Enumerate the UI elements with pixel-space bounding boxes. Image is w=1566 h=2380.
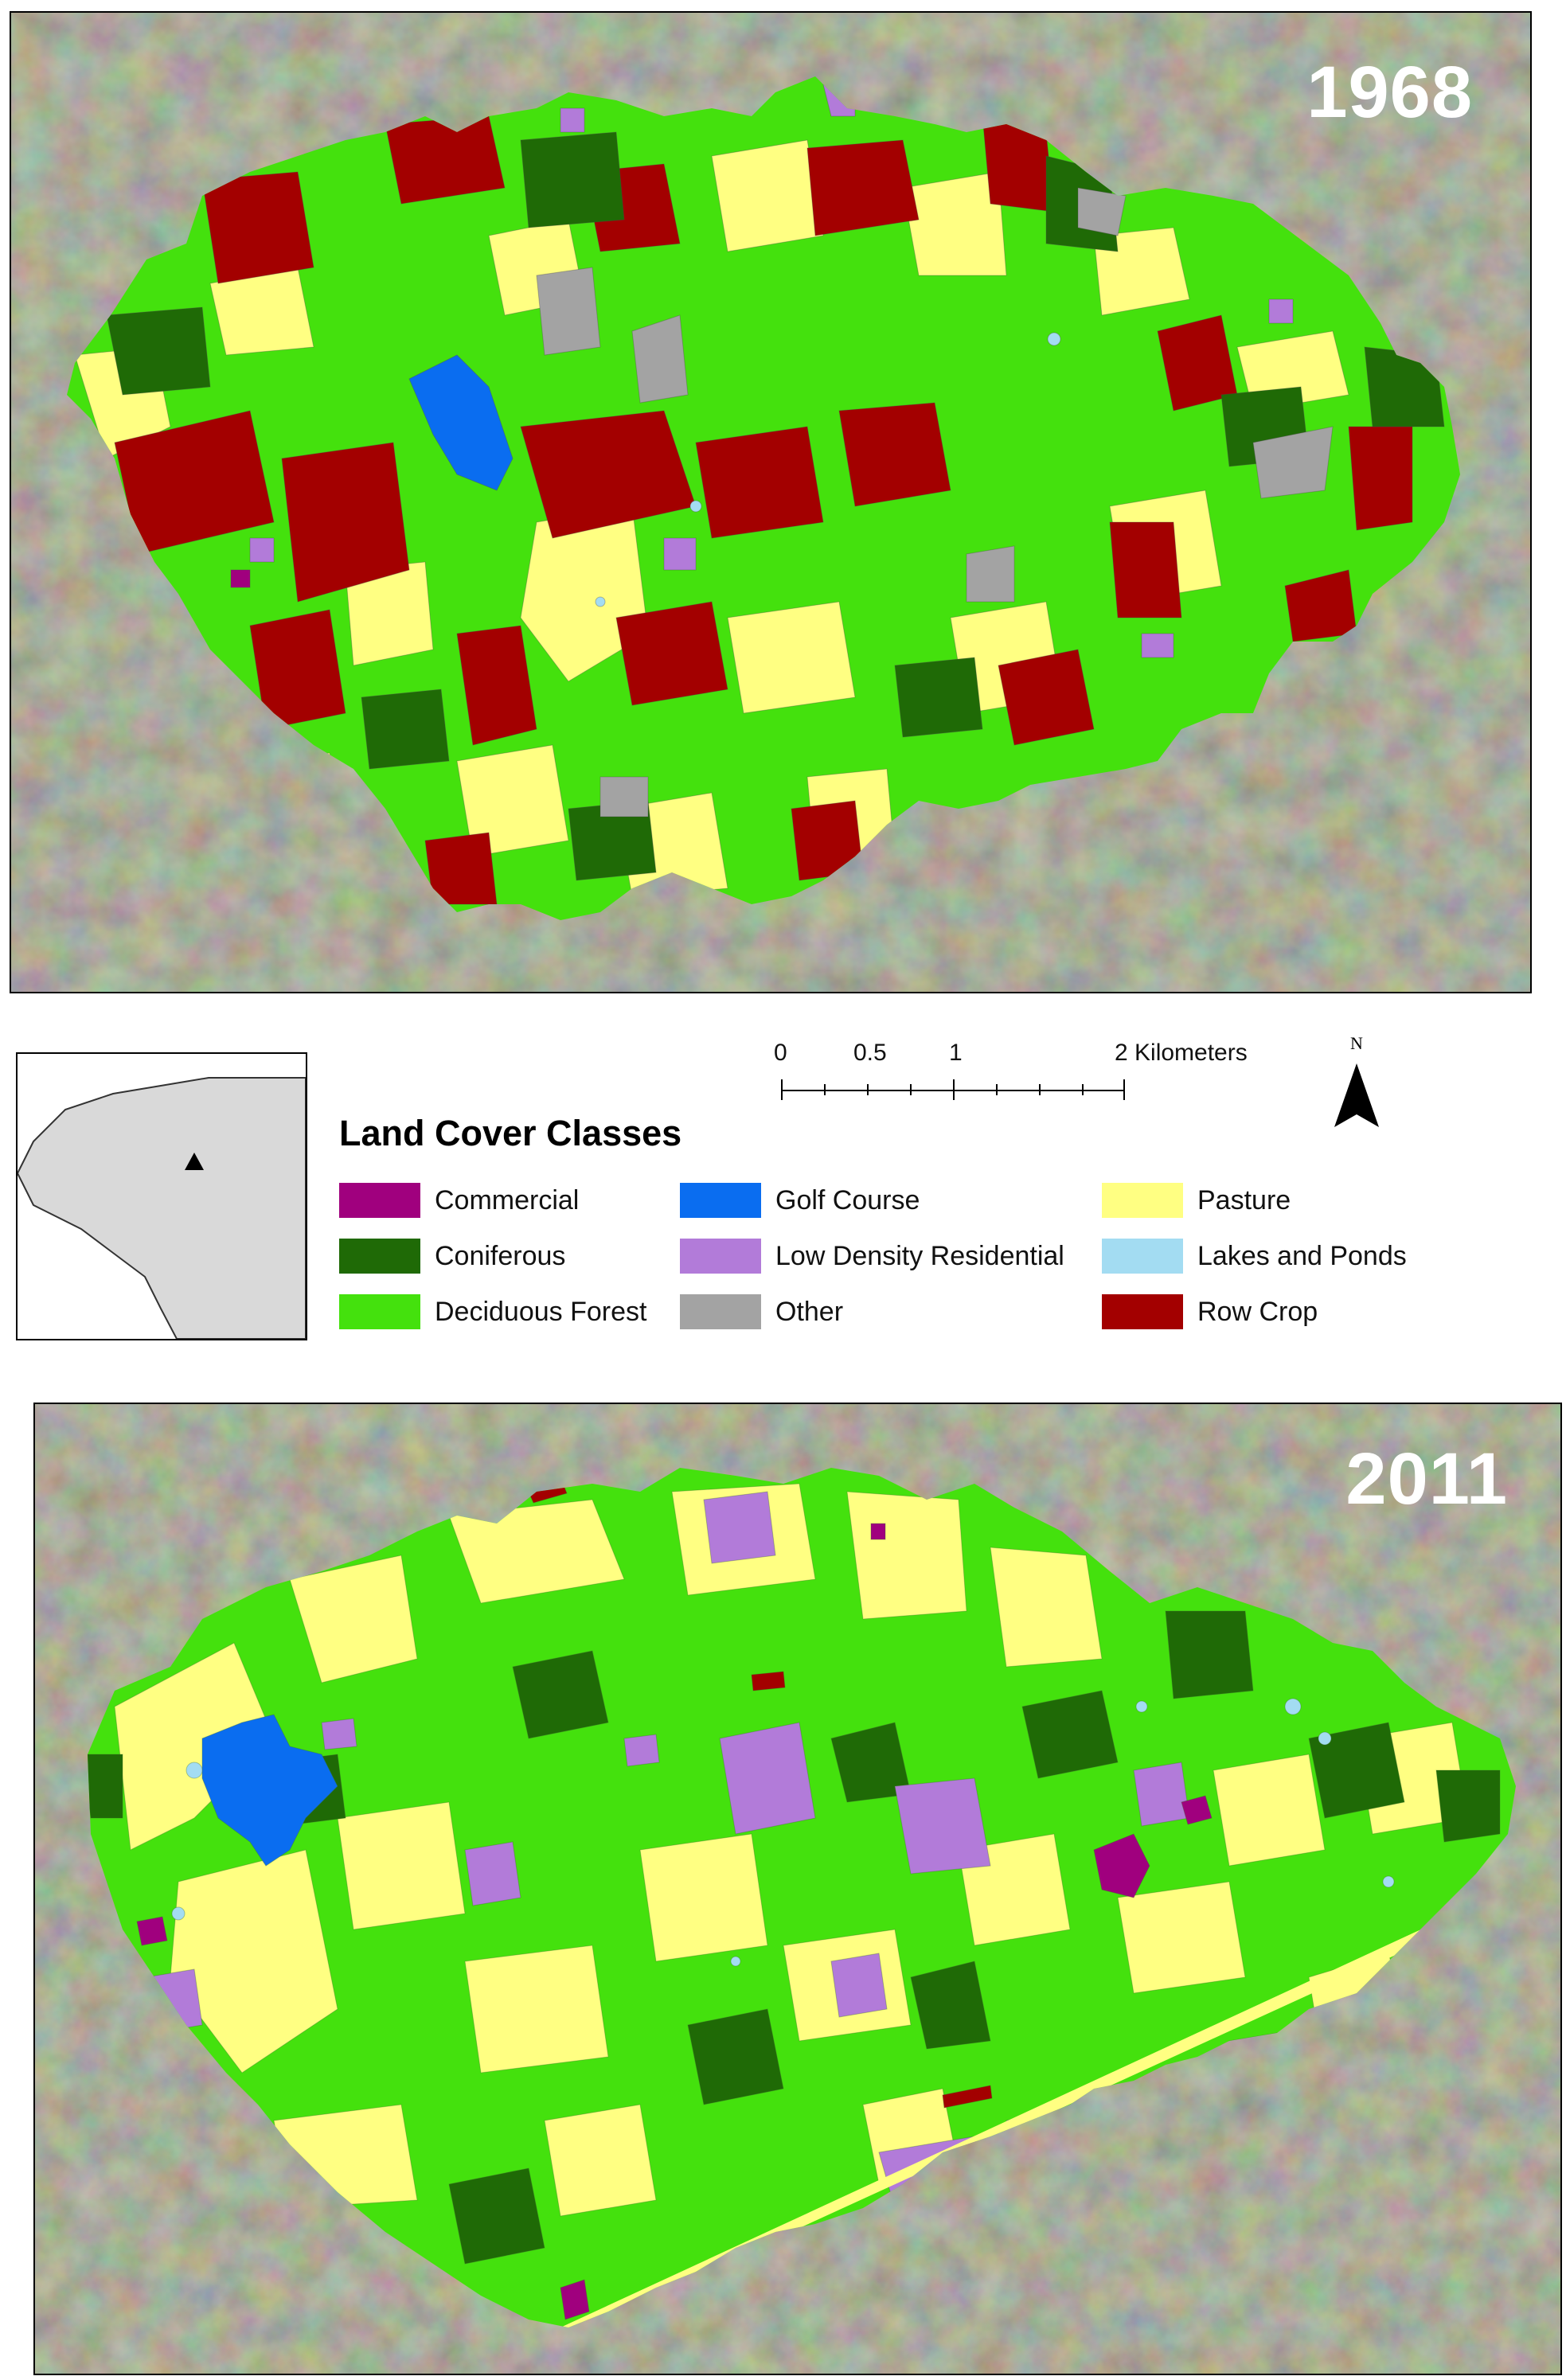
legend-label: Low Density Residential	[775, 1240, 1064, 1271]
legend-swatch	[339, 1294, 420, 1329]
map-1968: 1968	[10, 11, 1532, 993]
legend-swatch	[680, 1183, 761, 1218]
scale-tick-label: 0.5	[853, 1040, 887, 1066]
locator-map-canvas	[18, 1077, 306, 1339]
legend-title: Land Cover Classes	[339, 1113, 682, 1153]
legend-swatch	[1102, 1294, 1183, 1329]
legend-item-pasture: Pasture	[1102, 1183, 1291, 1218]
map-year-label: 1968	[1306, 52, 1473, 133]
legend-item-golf-course: Golf Course	[680, 1183, 920, 1218]
map-year-label: 2011	[1345, 1438, 1508, 1520]
map-2011: 2011	[33, 1403, 1562, 2375]
legend-item-coniferous: Coniferous	[339, 1239, 565, 1274]
legend-label: Deciduous Forest	[435, 1296, 647, 1327]
map-1968-canvas	[11, 13, 1530, 992]
scale-tick-label: 1	[949, 1040, 963, 1066]
legend-label: Commercial	[435, 1184, 580, 1215]
north-arrow-icon: N	[1325, 1032, 1388, 1135]
legend-label: Golf Course	[775, 1184, 920, 1215]
north-label: N	[1350, 1033, 1363, 1053]
legend-swatch	[339, 1239, 420, 1274]
scale-bar-lines	[781, 1079, 1125, 1100]
legend-label: Pasture	[1197, 1184, 1291, 1215]
north-arrow-graphic: N	[1334, 1033, 1379, 1127]
scale-tick-label: 0	[774, 1040, 787, 1066]
legend-item-row-crop: Row Crop	[1102, 1294, 1318, 1329]
legend-label: Coniferous	[435, 1240, 566, 1271]
legend-label: Row Crop	[1197, 1296, 1318, 1327]
legend-swatch	[1102, 1239, 1183, 1274]
state-outline	[18, 1077, 306, 1339]
legend-swatch	[1102, 1183, 1183, 1218]
legend-label: Lakes and Ponds	[1197, 1240, 1407, 1271]
legend-item-deciduous-forest: Deciduous Forest	[339, 1294, 646, 1329]
legend-item-commercial: Commercial	[339, 1183, 579, 1218]
legend-item-other: Other	[680, 1294, 843, 1329]
legend-swatch	[680, 1294, 761, 1329]
legend-item-lakes-and-ponds: Lakes and Ponds	[1102, 1239, 1407, 1274]
legend-item-low-density-residential: Low Density Residential	[680, 1239, 1064, 1274]
locator-map	[16, 1052, 307, 1340]
legend-swatch	[339, 1183, 420, 1218]
map-2011-canvas	[35, 1404, 1560, 2374]
study-area-marker	[185, 1153, 204, 1170]
scale-tick-label: 2 Kilometers	[1115, 1040, 1248, 1066]
legend-label: Other	[775, 1296, 844, 1327]
legend-swatch	[680, 1239, 761, 1274]
scale-bar: 0 0.5 1 2 Kilometers	[774, 1040, 1248, 1103]
